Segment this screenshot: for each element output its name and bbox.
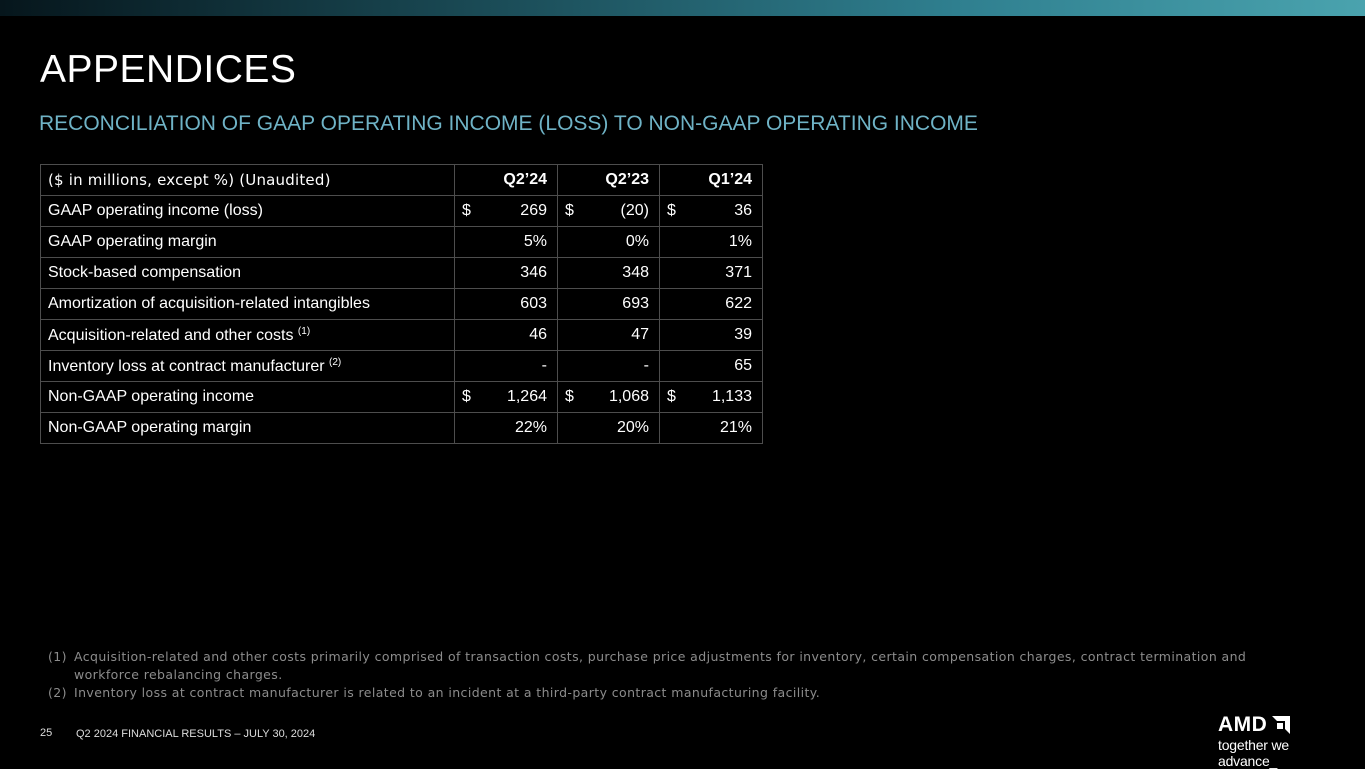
footnote-text: Inventory loss at contract manufacturer …	[74, 685, 821, 700]
column-header-label: ($ in millions, except %) (Unaudited)	[40, 164, 455, 196]
logo-tagline: together we advance_	[1218, 737, 1289, 769]
logo-wordmark: AMD	[1218, 713, 1268, 736]
currency-symbol: $	[462, 388, 471, 405]
cell-value: 46	[454, 319, 558, 351]
footer-text: Q2 2024 FINANCIAL RESULTS – JULY 30, 202…	[76, 728, 316, 740]
row-label: GAAP operating income (loss)	[40, 195, 455, 227]
cell-amount: 1,068	[608, 388, 649, 405]
table-header-row: ($ in millions, except %) (Unaudited) Q2…	[40, 164, 763, 196]
row-label: Acquisition-related and other costs (1)	[40, 319, 455, 351]
currency-symbol: $	[462, 202, 471, 219]
currency-symbol: $	[565, 388, 574, 405]
table-row-acquisition-costs: Acquisition-related and other costs (1) …	[40, 319, 763, 351]
currency-symbol: $	[667, 388, 676, 405]
cell-value: 47	[557, 319, 660, 351]
cell-amount: 1,133	[711, 388, 752, 405]
slide-subtitle: RECONCILIATION OF GAAP OPERATING INCOME …	[39, 112, 978, 135]
column-header-q2-23: Q2’23	[557, 164, 660, 196]
cell-amount: 269	[520, 202, 547, 219]
currency-symbol: $	[667, 202, 676, 219]
footnote-text: Acquisition-related and other costs prim…	[74, 649, 1247, 682]
cell-value: 346	[454, 257, 558, 289]
amd-arrow-icon	[1272, 716, 1290, 734]
cell-value: 21%	[659, 412, 763, 444]
slide-title: APPENDICES	[40, 48, 297, 91]
amd-logo: AMD together we advance_	[1218, 713, 1348, 769]
cell-value: $ (20)	[557, 195, 660, 227]
cell-value: 348	[557, 257, 660, 289]
cell-value: -	[557, 350, 660, 382]
cell-value: 22%	[454, 412, 558, 444]
cell-value: $269	[454, 195, 558, 227]
column-header-q2-24: Q2’24	[454, 164, 558, 196]
row-label: GAAP operating margin	[40, 226, 455, 258]
cell-value: 1%	[659, 226, 763, 258]
cell-value: 622	[659, 288, 763, 320]
row-label: Stock-based compensation	[40, 257, 455, 289]
cell-value: $1,264	[454, 381, 558, 413]
footnote-number: (1)	[48, 649, 67, 664]
table-row-gaap-operating-income: GAAP operating income (loss) $269 $ (20) …	[40, 195, 763, 227]
table-row-gaap-operating-margin: GAAP operating margin 5% 0% 1%	[40, 226, 763, 258]
table-row-inventory-loss: Inventory loss at contract manufacturer …	[40, 350, 763, 382]
table-row-amortization: Amortization of acquisition-related inta…	[40, 288, 763, 320]
cell-value: 371	[659, 257, 763, 289]
footnotes: (1) Acquisition-related and other costs …	[48, 648, 1288, 702]
table-row-non-gaap-operating-margin: Non-GAAP operating margin 22% 20% 21%	[40, 412, 763, 444]
currency-symbol: $	[565, 202, 574, 219]
footnote-1: (1) Acquisition-related and other costs …	[48, 648, 1288, 684]
reconciliation-table: ($ in millions, except %) (Unaudited) Q2…	[40, 164, 763, 444]
cell-amount: (20)	[620, 202, 649, 219]
footnote-2: (2) Inventory loss at contract manufactu…	[48, 684, 1288, 702]
footnote-ref: (1)	[297, 325, 311, 337]
table-row-non-gaap-operating-income: Non-GAAP operating income $1,264 $1,068 …	[40, 381, 763, 413]
cell-value: 0%	[557, 226, 660, 258]
cell-value: 5%	[454, 226, 558, 258]
cell-amount: 1,264	[506, 388, 547, 405]
column-header-q1-24: Q1’24	[659, 164, 763, 196]
cell-amount: 36	[734, 202, 752, 219]
row-label: Amortization of acquisition-related inta…	[40, 288, 455, 320]
table-row-stock-based-compensation: Stock-based compensation 346 348 371	[40, 257, 763, 289]
footnote-number: (2)	[48, 685, 67, 700]
cell-value: $1,133	[659, 381, 763, 413]
cell-value: 20%	[557, 412, 660, 444]
row-label-text: Acquisition-related and other costs	[48, 326, 294, 344]
cell-value: -	[454, 350, 558, 382]
cell-value: 603	[454, 288, 558, 320]
cell-value: $36	[659, 195, 763, 227]
row-label: Inventory loss at contract manufacturer …	[40, 350, 455, 382]
footnote-ref: (2)	[329, 356, 342, 368]
row-label: Non-GAAP operating margin	[40, 412, 455, 444]
row-label-text: Inventory loss at contract manufacturer	[48, 357, 325, 375]
cell-value: 693	[557, 288, 660, 320]
row-label: Non-GAAP operating income	[40, 381, 455, 413]
cell-value: 39	[659, 319, 763, 351]
top-accent-bar	[0, 0, 1365, 16]
cell-value: $1,068	[557, 381, 660, 413]
page-number: 25	[40, 727, 53, 739]
cell-value: 65	[659, 350, 763, 382]
